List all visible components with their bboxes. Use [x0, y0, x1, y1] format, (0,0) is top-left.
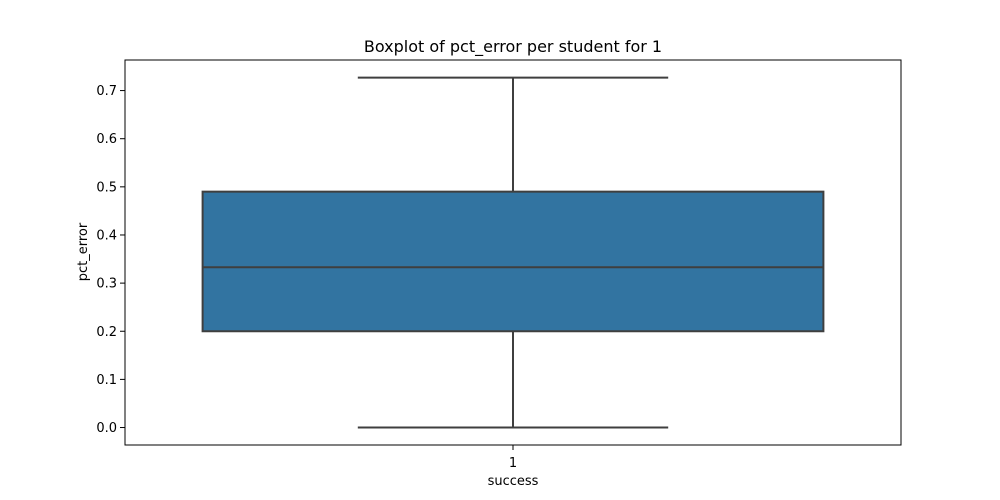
- y-tick-label: 0.6: [96, 132, 117, 147]
- y-axis-label: pct_error: [76, 222, 91, 281]
- box-1: [201, 76, 825, 429]
- y-tick-label: 0.3: [96, 277, 117, 292]
- y-tick-label: 0.1: [96, 373, 117, 388]
- y-tick-label: 0.2: [96, 325, 117, 340]
- y-tick-label: 0.4: [96, 228, 117, 243]
- plot-frame: [124, 59, 902, 446]
- x-axis-label: success: [488, 474, 539, 489]
- boxplot-series: [201, 76, 825, 429]
- y-tick-label: 0.7: [96, 84, 117, 99]
- y-tick-label: 0.0: [96, 421, 117, 436]
- y-axis: 0.0 0.1 0.2 0.3 0.4 0.5 0.6 0.7: [96, 84, 125, 436]
- chart-title: Boxplot of pct_error per student for 1: [364, 37, 662, 57]
- box-iqr: [201, 190, 825, 333]
- x-tick-label: 1: [509, 456, 517, 471]
- x-axis: 1: [509, 445, 517, 471]
- y-tick-label: 0.5: [96, 180, 117, 195]
